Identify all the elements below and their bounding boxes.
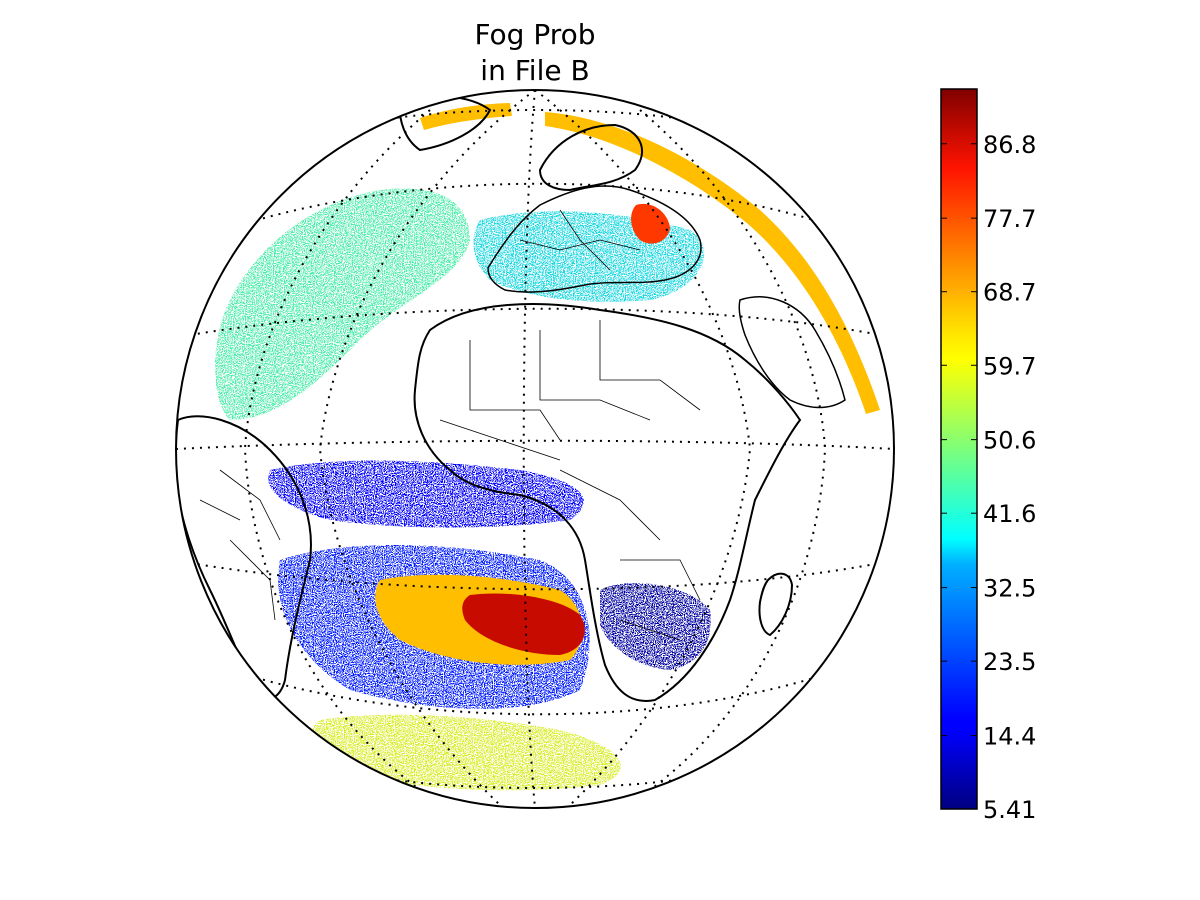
continent-scandinavia bbox=[538, 123, 644, 192]
colorbar-tick-label: 77.7 bbox=[983, 205, 1036, 233]
colorbar: 5.41 14.4 23.5 32.5 41.6 50.6 59.7 68.7 77.7 86.8 bbox=[940, 88, 1036, 824]
colorbar-tick-label: 86.8 bbox=[983, 131, 1036, 159]
island-madagascar bbox=[758, 572, 794, 637]
graticule bbox=[176, 90, 894, 808]
map-globe bbox=[175, 89, 895, 809]
region-tropical-atlantic-low bbox=[268, 460, 584, 528]
chart-title-line-2: in File B bbox=[480, 54, 589, 87]
region-southern-ocean-band bbox=[310, 714, 621, 791]
region-north-atlantic-band bbox=[215, 188, 470, 420]
continent-africa bbox=[413, 303, 802, 702]
colorbar-tick-label: 14.4 bbox=[983, 723, 1036, 751]
colorbar-ticks: 5.41 14.4 23.5 32.5 41.6 50.6 59.7 68.7 77.7 86.8 bbox=[941, 131, 1036, 824]
country-borders bbox=[199, 209, 701, 641]
continent-arabia bbox=[738, 296, 846, 409]
colorbar-tick-label: 23.5 bbox=[983, 648, 1036, 676]
colorbar-tick-label: 68.7 bbox=[983, 279, 1036, 307]
chart-title-line-1: Fog Prob bbox=[474, 18, 595, 51]
colorbar-tick-label: 5.41 bbox=[983, 796, 1036, 824]
region-russia-high bbox=[631, 203, 670, 244]
data-field bbox=[176, 90, 894, 808]
colorbar-gradient bbox=[940, 88, 978, 810]
colorbar-tick-label: 50.6 bbox=[983, 427, 1036, 455]
region-southern-africa-low bbox=[600, 582, 711, 670]
region-south-atlantic-high bbox=[462, 593, 585, 655]
continent-europe bbox=[487, 185, 702, 293]
colorbar-tick-label: 41.6 bbox=[983, 500, 1036, 528]
colorbar-tick-label: 59.7 bbox=[983, 352, 1036, 380]
colorbar-tick-label: 32.5 bbox=[983, 575, 1036, 603]
globe-outline bbox=[175, 89, 895, 809]
